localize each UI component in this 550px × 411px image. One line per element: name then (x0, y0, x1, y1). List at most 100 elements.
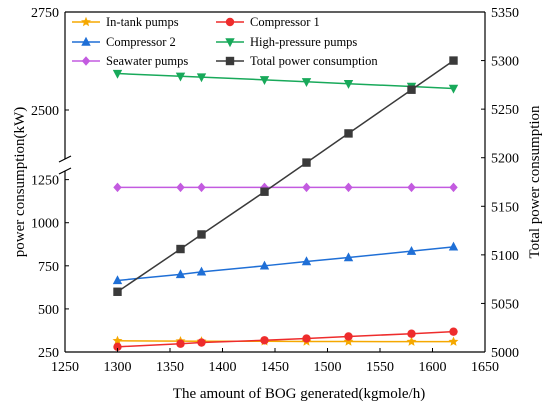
x-tick-label: 1450 (261, 360, 289, 375)
legend-marker (81, 36, 91, 46)
data-point (260, 336, 269, 345)
data-point (407, 85, 416, 94)
series-compressor-1 (113, 327, 458, 352)
data-point (175, 72, 186, 82)
right-tick-label: 5000 (491, 346, 519, 361)
x-tick-label: 1350 (156, 360, 184, 375)
data-point (407, 182, 416, 193)
x-tick-label: 1500 (314, 360, 342, 375)
series-line (117, 59, 454, 293)
series-seawater-pumps (113, 182, 458, 193)
legend-item: Seawater pumps (72, 54, 188, 68)
data-point (344, 332, 353, 341)
left-tick-label: 2750 (31, 6, 59, 21)
right-tick-label: 5250 (491, 103, 519, 118)
legend-item: Total power consumption (216, 54, 378, 68)
data-point (344, 182, 353, 193)
data-point (112, 275, 123, 285)
data-point (301, 256, 312, 266)
data-point (449, 56, 458, 65)
data-point (449, 182, 458, 193)
series-line (117, 330, 454, 348)
data-point (196, 266, 207, 276)
data-point (302, 334, 311, 343)
legend-marker (225, 56, 235, 66)
right-tick-label: 5300 (491, 55, 519, 70)
right-y-axis-title: Total power consumption (527, 105, 543, 259)
left-y-axis-title: power consumption(kW) (12, 107, 28, 257)
x-tick-label: 1550 (366, 360, 394, 375)
data-point (196, 73, 207, 83)
legend-label: In-tank pumps (106, 15, 179, 29)
data-point (448, 84, 459, 94)
data-point (301, 78, 312, 87)
left-tick-label: 500 (38, 303, 59, 318)
data-point (448, 336, 459, 346)
data-point (112, 335, 123, 346)
data-point (113, 287, 122, 296)
data-point (176, 339, 185, 348)
data-point (449, 327, 458, 336)
data-point (344, 129, 353, 138)
data-point (407, 329, 416, 338)
data-point (343, 80, 354, 89)
x-axis-title: The amount of BOG generated(kgmole/h) (173, 386, 425, 402)
x-tick-label: 1300 (104, 360, 132, 375)
x-tick-label: 1400 (209, 360, 237, 375)
data-point (260, 187, 269, 196)
data-point (113, 182, 122, 193)
legend-item: High-pressure pumps (216, 35, 357, 49)
right-tick-label: 5050 (491, 297, 519, 312)
data-point (448, 241, 459, 251)
left-tick-label: 250 (38, 346, 59, 361)
right-tick-label: 5350 (491, 6, 519, 21)
data-point (343, 252, 354, 262)
left-tick-label: 1250 (31, 174, 59, 189)
right-tick-label: 5100 (491, 249, 519, 264)
data-point (197, 338, 206, 347)
legend-label: Total power consumption (250, 54, 378, 68)
legend-marker (225, 38, 235, 48)
legend-item: In-tank pumps (72, 15, 179, 29)
x-tick-label: 1250 (51, 360, 79, 375)
legend-item: Compressor 2 (72, 35, 176, 49)
data-point (260, 182, 269, 193)
legend-label: Compressor 2 (106, 35, 176, 49)
axis-break-mark (58, 167, 72, 175)
right-tick-label: 5150 (491, 200, 519, 215)
x-tick-label: 1650 (471, 360, 499, 375)
legend-label: Seawater pumps (106, 54, 188, 68)
right-tick-label: 5200 (491, 152, 519, 167)
data-point (302, 158, 311, 167)
legend-marker (225, 17, 235, 27)
series-high-pressure-pumps (112, 69, 459, 94)
data-point (406, 245, 417, 255)
data-point (302, 182, 311, 193)
data-point (113, 342, 122, 352)
data-point (259, 260, 270, 270)
data-point (112, 69, 123, 79)
data-point (176, 244, 185, 254)
left-tick-label: 2500 (31, 104, 59, 119)
left-tick-label: 1000 (31, 217, 59, 232)
series-compressor-2 (112, 241, 459, 285)
series-line (117, 246, 454, 282)
data-point (343, 336, 354, 346)
legend-label: High-pressure pumps (250, 35, 357, 49)
data-point (197, 182, 206, 193)
legend-item: Compressor 1 (216, 15, 320, 29)
left-tick-label: 750 (38, 260, 59, 275)
series-total-power-consumption (113, 56, 458, 296)
data-point (176, 182, 185, 193)
legend-marker (81, 16, 91, 27)
series-line (117, 340, 454, 343)
axis-break-mark (58, 155, 72, 163)
x-tick-label: 1600 (419, 360, 447, 375)
data-point (406, 336, 417, 346)
data-point (175, 269, 186, 279)
legend-label: Compressor 1 (250, 15, 320, 29)
series-line (117, 72, 454, 90)
legend-marker (81, 56, 91, 66)
